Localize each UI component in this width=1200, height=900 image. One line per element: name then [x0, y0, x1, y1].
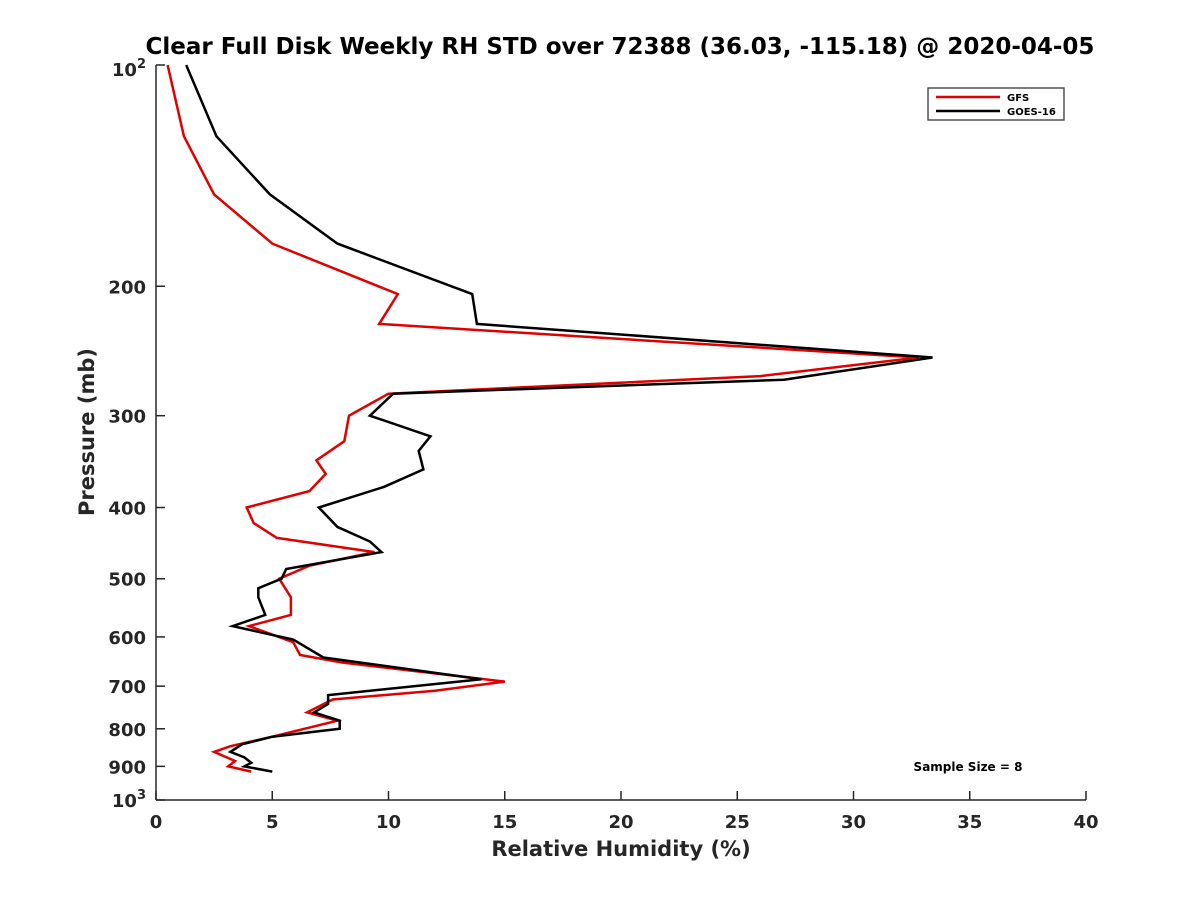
- x-tick-label: 25: [725, 812, 750, 833]
- x-tick-label: 10: [376, 812, 401, 833]
- legend-label-gfs: GFS: [1007, 93, 1029, 104]
- legend: GFS GOES-16: [927, 87, 1065, 121]
- series-line-gfs: [166, 64, 919, 773]
- y-tick-exponent: 2: [137, 57, 146, 72]
- x-ticks: 0 5 10 15 20 25 30 35 40: [150, 791, 1099, 833]
- y-tick-exponent: 3: [137, 788, 146, 803]
- y-tick-label: 102: [112, 57, 146, 81]
- x-axis-label: Relative Humidity (%): [491, 837, 750, 861]
- sample-size-annotation: Sample Size = 8: [914, 760, 1023, 774]
- series-line-goes16: [185, 64, 933, 773]
- y-tick-label: 700: [108, 677, 146, 698]
- chart-title: Clear Full Disk Weekly RH STD over 72388…: [146, 34, 1095, 60]
- x-tick-label: 15: [492, 812, 517, 833]
- legend-box: [927, 87, 1065, 121]
- y-tick-label: 500: [108, 570, 146, 591]
- y-tick-base: 10: [112, 60, 137, 81]
- y-tick-label: 600: [108, 628, 146, 649]
- y-tick-label: 800: [108, 720, 146, 741]
- legend-label-goes16: GOES-16: [1007, 107, 1056, 118]
- x-tick-label: 30: [841, 812, 866, 833]
- y-tick-label: 200: [108, 277, 146, 298]
- x-tick-label: 5: [266, 812, 279, 833]
- plot-area: [155, 65, 1086, 801]
- x-tick-label: 0: [150, 812, 163, 833]
- y-tick-label: 103: [112, 788, 146, 812]
- x-tick-label: 35: [957, 812, 982, 833]
- x-tick-label: 20: [608, 812, 633, 833]
- y-tick-label: 300: [108, 407, 146, 428]
- series-group: [166, 64, 933, 773]
- x-tick-label: 40: [1073, 812, 1098, 833]
- y-axis-label: Pressure (mb): [75, 348, 99, 516]
- y-tick-label: 400: [108, 499, 146, 520]
- y-tick-label: 900: [108, 757, 146, 778]
- y-tick-base: 10: [112, 791, 137, 812]
